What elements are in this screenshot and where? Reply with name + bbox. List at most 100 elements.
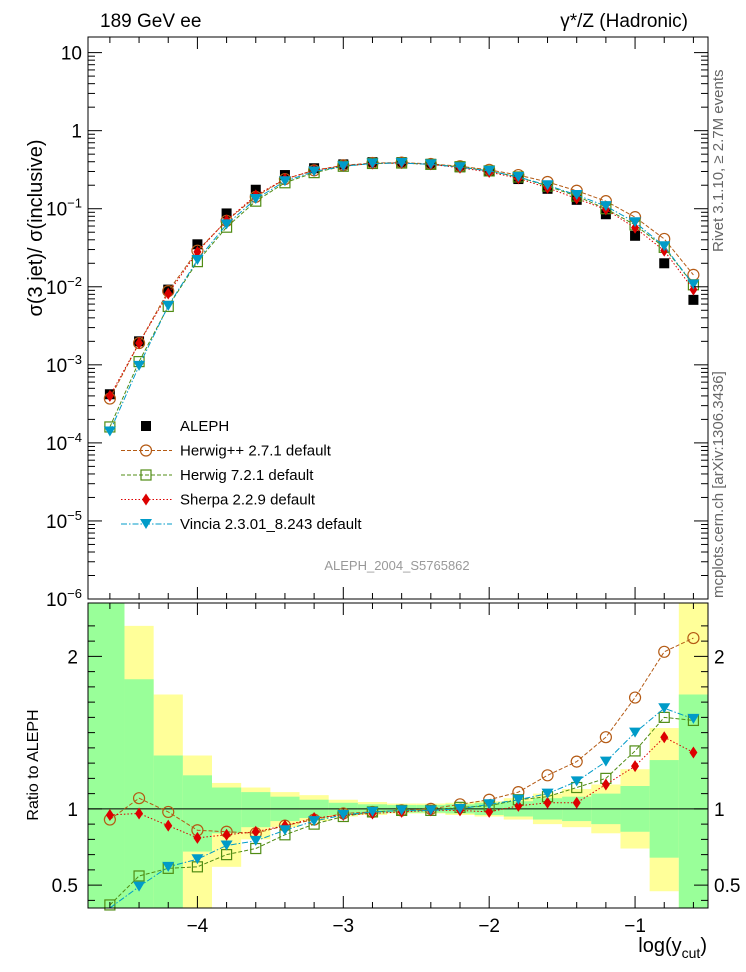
series-4-ratio-point — [454, 803, 466, 814]
series-4-point — [483, 165, 496, 176]
series-4-ratio-point — [658, 703, 671, 714]
series-4-ratio-point — [512, 794, 525, 805]
series-4-ratio-point — [220, 840, 233, 851]
series-4-point — [308, 166, 321, 177]
series-4-ratio-point — [424, 805, 437, 816]
series-4-ratio-point — [162, 861, 175, 872]
mcplots-label: mcplots.cern.ch [arXiv:1306.3436] — [710, 371, 727, 598]
series-4-ratio-point — [395, 805, 408, 816]
series-3-point — [164, 287, 173, 300]
series-3-point — [193, 245, 202, 258]
y-axis-label-top: σ(3 jet)/ σ(inclusive) — [25, 140, 47, 317]
series-4-point — [103, 426, 116, 437]
ratio-y-tick-label: 2 — [67, 647, 78, 668]
legend-marker-3 — [142, 493, 150, 506]
ratio-panel-frame — [87, 602, 709, 909]
ratio-y-tick-label-right: 2 — [714, 647, 725, 668]
series-4-point — [162, 300, 175, 311]
series-3-ratio-point — [543, 796, 552, 809]
legend-entry-1: Herwig++ 2.7.1 default — [180, 443, 332, 460]
series-4-point — [337, 161, 350, 172]
axes: −4 −3 −2 −1 10 1 10−1 10−2 10−3 10−4 10−5 10−6 0.5 0.… — [46, 37, 740, 937]
series-4-point — [687, 279, 700, 290]
series-1-ratio-point — [541, 769, 554, 782]
series-3-ratio-point — [601, 778, 610, 791]
series-3-ratio-point — [485, 805, 494, 818]
series-3-ratio-point — [660, 731, 669, 744]
series-4-ratio-point — [366, 806, 379, 817]
series-3-ratio-point — [164, 819, 173, 832]
series-0-point — [630, 230, 641, 241]
series-3-point — [631, 221, 640, 234]
series-4-point — [395, 158, 408, 169]
x-tick-label: −2 — [478, 916, 500, 937]
series-1-ratio-point — [628, 691, 642, 704]
series-4-ratio-point — [133, 881, 146, 892]
top-panel-series — [103, 156, 700, 437]
series-3-ratio-point — [631, 760, 640, 773]
rivet-label: Rivet 3.1.10, ≥ 2.7M events — [710, 70, 727, 253]
series-0-point — [221, 208, 232, 219]
band-inner-20 — [678, 694, 708, 908]
series-3-ratio-point — [251, 825, 260, 838]
series-3-point — [135, 337, 144, 350]
band-inner-4 — [212, 787, 242, 834]
series-4-ratio-point — [687, 713, 700, 724]
band-inner-0 — [88, 603, 125, 908]
series-3-ratio-point — [572, 796, 581, 809]
ratio-y-tick-label: 1 — [67, 800, 78, 821]
series-3-line — [109, 162, 694, 397]
series-4-point — [220, 219, 233, 230]
series-1-ratio-point — [599, 731, 612, 744]
series-4-ratio-point — [278, 825, 291, 836]
series-1-ratio-point — [570, 755, 583, 768]
series-1-ratio-point — [658, 645, 671, 658]
series-4-point — [541, 180, 554, 191]
series-4-point — [454, 162, 466, 173]
series-4-point — [599, 201, 612, 212]
right-title: γ*/Z (Hadronic) — [560, 11, 688, 32]
x-tick-label: −3 — [332, 916, 354, 937]
series-4-point — [512, 171, 525, 182]
top-panel-frame — [87, 36, 709, 600]
series-4-point — [191, 255, 204, 266]
series-1-ratio-point — [162, 805, 175, 819]
series-0-point — [688, 294, 699, 305]
band-inner-2 — [153, 755, 183, 908]
legend-marker-1 — [139, 444, 153, 457]
series-2-line — [109, 162, 694, 428]
series-4-ratio-point — [599, 756, 612, 767]
top-y-tick-label: 10−2 — [46, 274, 82, 299]
top-y-tick-label: 10 — [61, 44, 82, 65]
ratio-y-tick-label: 0.5 — [52, 876, 78, 897]
series-4-point — [133, 360, 146, 371]
series-1-line — [109, 162, 694, 399]
series-4-point — [249, 194, 262, 205]
x-tick-label: −4 — [187, 916, 209, 937]
analysis-watermark: ALEPH_2004_S5765862 — [324, 558, 469, 573]
series-3-ratio-point — [514, 799, 523, 812]
series-2-ratio-point — [629, 745, 641, 757]
series-3-ratio-point — [689, 746, 698, 759]
left-title: 189 GeV ee — [100, 11, 201, 32]
series-4-point — [366, 158, 379, 169]
series-4-point — [570, 189, 583, 200]
series-4-ratio-point — [308, 816, 321, 827]
series-4-ratio-point — [249, 835, 262, 846]
series-4-point — [424, 159, 437, 170]
legend-entry-0: ALEPH — [180, 418, 229, 435]
series-0-point — [659, 258, 670, 269]
series-3-ratio-point — [222, 828, 231, 841]
legend-marker-2 — [140, 469, 152, 481]
top-y-tick-label: 10−3 — [46, 352, 82, 377]
series-0-point — [192, 239, 203, 250]
series-4-point — [658, 241, 671, 252]
series-2-ratio-point — [133, 870, 145, 882]
legend: ALEPH Herwig++ 2.7.1 default Herwig 7.2.1 … — [121, 418, 362, 533]
legend-entry-3: Sherpa 2.2.9 default — [180, 492, 316, 509]
series-4-ratio-point — [570, 776, 583, 787]
top-y-tick-label: 10−5 — [46, 508, 82, 533]
series-1-ratio-point — [687, 631, 700, 645]
top-y-tick-label: 10−1 — [46, 196, 82, 221]
